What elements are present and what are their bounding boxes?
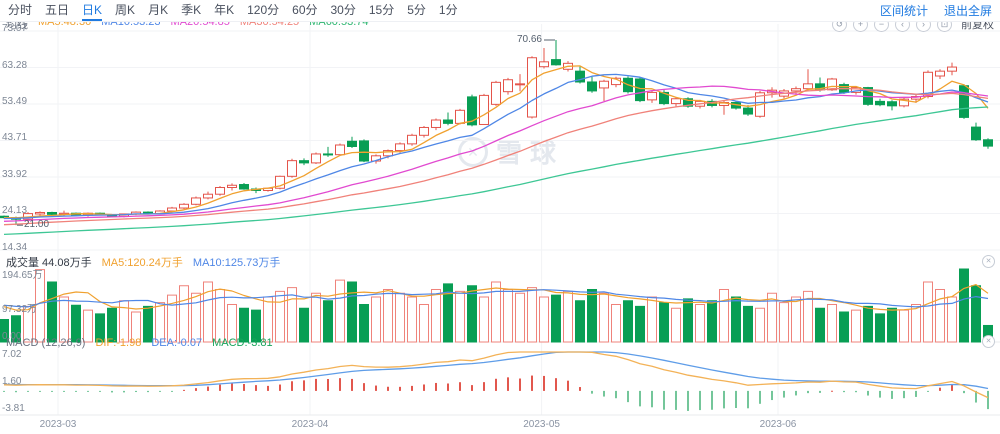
date-axis-label: 2023-06 — [759, 419, 797, 430]
range-stats-link[interactable]: 区间统计 — [879, 4, 928, 18]
macd-title: MACD (12,26,9) — [6, 337, 86, 349]
price-axis-label: 33.92 — [2, 168, 28, 180]
volume-axis-label: 0.00 — [2, 331, 22, 342]
tab-季K[interactable]: 季K — [181, 3, 202, 17]
tab-分时[interactable]: 分时 — [8, 3, 33, 17]
toolbar-right-links: 区间统计 退出全屏 — [880, 2, 992, 19]
date-axis-label: 2023-03 — [39, 419, 77, 430]
volume-ma-item-1: MA10:125.73万手 — [192, 257, 281, 269]
tab-30分[interactable]: 30分 — [330, 3, 356, 17]
adjust-mode-button[interactable]: 前复权 — [961, 19, 994, 31]
tab-1分[interactable]: 1分 — [438, 3, 458, 17]
date-axis-label: 2023-04 — [291, 419, 329, 430]
price-axis-label: 14.34 — [2, 242, 28, 253]
macd-item-2: MACD:-3.81 — [212, 337, 273, 349]
tab-5分[interactable]: 5分 — [407, 3, 426, 17]
xueqiu-watermark: ✕ 雪球 — [458, 133, 564, 170]
volume-axis-label: 194.65万 — [2, 270, 43, 281]
price-axis-label: 24.13 — [2, 205, 28, 217]
low-price-marker: 21.00 — [24, 219, 50, 231]
high-price-marker: 70.66 — [516, 33, 542, 45]
volume-header: 成交量 44.08万手 MA5:120.24万手 MA10:125.73万手 — [6, 254, 280, 270]
macd-value-items: DIF:-1.98 DEA:-0.07 MACD:-3.81 — [95, 337, 272, 349]
xueqiu-logo-icon: ✕ — [458, 136, 488, 167]
volume-ma-items: MA5:120.24万手 MA10:125.73万手 — [102, 254, 281, 270]
volume-axis-label: 97.32万 — [2, 303, 38, 315]
period-tabs: 分时 五日 日K 周K 月K 季K 年K 120分 60分 30分 15分 5分 1分 — [8, 0, 471, 21]
price-axis-label: 63.28 — [2, 59, 28, 71]
price-axis-label: 73.07 — [2, 23, 28, 34]
tab-60分[interactable]: 60分 — [292, 3, 318, 17]
close-volume-panel-button[interactable]: ✕ — [982, 255, 995, 268]
volume-title: 成交量 44.08万手 — [6, 257, 92, 269]
price-axis-label: 43.71 — [2, 132, 28, 144]
exit-fullscreen-link[interactable]: 退出全屏 — [943, 4, 992, 18]
tab-120分[interactable]: 120分 — [247, 3, 280, 17]
ma-legend-title: 均线 — [6, 19, 28, 31]
tab-年K[interactable]: 年K — [214, 3, 235, 17]
toolbar: 分时 五日 日K 周K 月K 季K 年K 120分 60分 30分 15分 5分 1分 区间统计 退出全屏 — [0, 0, 1000, 22]
tab-五日[interactable]: 五日 — [45, 3, 70, 17]
macd-axis-label: 1.60 — [2, 376, 22, 387]
close-macd-panel-button[interactable]: ✕ — [982, 335, 995, 348]
macd-item-0: DIF:-1.98 — [95, 337, 142, 349]
price-axis-label: 53.49 — [2, 96, 28, 107]
tab-周K[interactable]: 周K — [115, 3, 136, 17]
date-axis-label: 2023-05 — [523, 419, 560, 430]
tab-15分[interactable]: 15分 — [368, 3, 395, 17]
macd-axis-label: -3.81 — [2, 403, 25, 414]
macd-header: MACD (12,26,9) DIF:-1.98 DEA:-0.07 MACD:-3… — [6, 337, 273, 349]
macd-axis-label: 7.02 — [2, 349, 22, 360]
macd-item-1: DEA:-0.07 — [151, 337, 203, 349]
watermark-text: 雪球 — [496, 138, 565, 168]
tab-月K[interactable]: 月K — [148, 3, 169, 17]
tab-日K[interactable]: 日K — [82, 0, 103, 21]
volume-ma-item-0: MA5:120.24万手 — [101, 257, 183, 269]
